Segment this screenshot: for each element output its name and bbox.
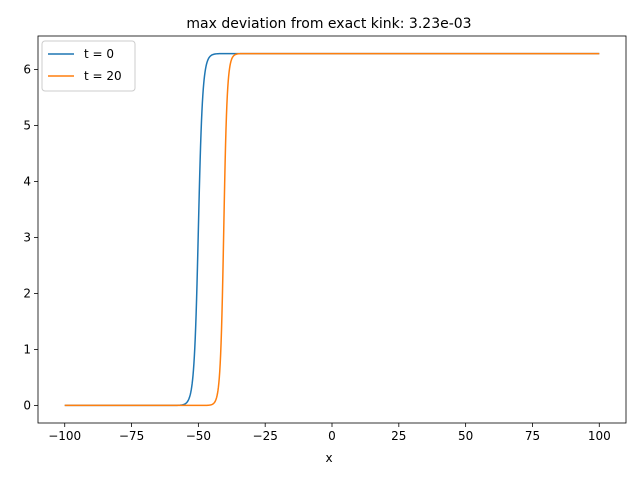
x-tick-label: −25 — [253, 429, 278, 443]
plot-area — [64, 52, 600, 407]
x-tick-label: 100 — [588, 429, 611, 443]
legend-label-1: t = 0 — [84, 47, 114, 61]
x-tick-label: 0 — [328, 429, 336, 443]
x-tick-label: 50 — [458, 429, 473, 443]
chart-title: max deviation from exact kink: 3.23e-03 — [186, 16, 471, 32]
x-tick-label: −75 — [119, 429, 144, 443]
y-tick-label: 0 — [23, 398, 31, 412]
series-line-2 — [64, 52, 600, 407]
y-tick-label: 4 — [23, 174, 31, 188]
x-tick-label: 75 — [525, 429, 540, 443]
legend-label-2: t = 20 — [84, 69, 122, 83]
y-tick-label: 6 — [23, 62, 31, 76]
x-tick-label: −50 — [186, 429, 211, 443]
x-tick-label: 25 — [391, 429, 406, 443]
y-tick-label: 5 — [23, 118, 31, 132]
x-axis-label: x — [325, 451, 332, 465]
axes: −100 −75 −50 −25 0 25 50 75 100 0 1 2 3 4 5 6 — [23, 35, 627, 443]
y-tick-label: 1 — [23, 342, 31, 356]
legend: t = 0 t = 20 — [41, 40, 136, 92]
x-tick-label: −100 — [48, 429, 81, 443]
y-tick-label: 2 — [23, 286, 31, 300]
y-tick-label: 3 — [23, 230, 31, 244]
